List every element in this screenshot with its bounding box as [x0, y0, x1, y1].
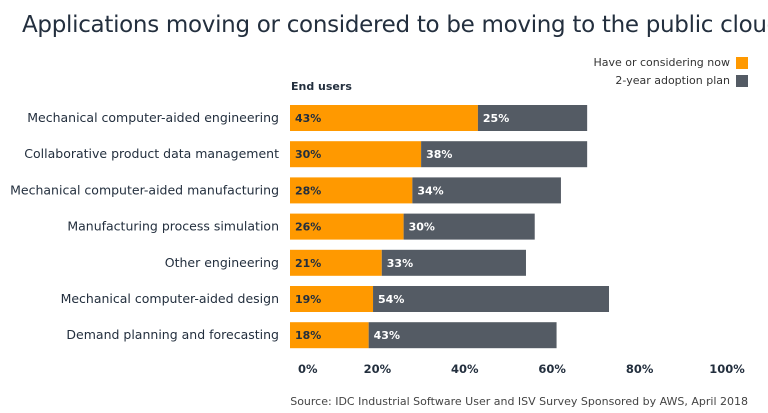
bar-segment — [290, 141, 422, 168]
data-label: 19% — [295, 293, 321, 306]
bar-segment — [290, 322, 369, 349]
x-tick-label: 80% — [626, 362, 654, 376]
category-label: Mechanical computer-aided design — [61, 291, 279, 306]
data-label: 54% — [378, 293, 404, 306]
data-label: 30% — [295, 148, 321, 161]
bar-segment — [290, 177, 413, 204]
data-label: 33% — [387, 257, 413, 270]
category-label: Mechanical computer-aided manufacturing — [10, 182, 279, 197]
data-label: 30% — [409, 221, 435, 234]
data-label: 26% — [295, 221, 321, 234]
bar-segment — [368, 322, 557, 349]
legend-label: Have or considering now — [593, 56, 730, 69]
x-tick-label: 40% — [451, 362, 479, 376]
bar-segment — [290, 213, 404, 240]
bar-segment — [381, 249, 526, 276]
x-tick-label: 60% — [538, 362, 566, 376]
source-note: Source: IDC Industrial Software User and… — [290, 395, 748, 408]
bar-segment — [412, 177, 561, 204]
bar-segment — [373, 286, 610, 312]
data-label: 18% — [295, 329, 321, 342]
category-label: Other engineering — [165, 255, 279, 270]
legend-swatch — [736, 74, 748, 87]
bar-segment — [421, 141, 588, 168]
legend-item-now: Have or considering now — [593, 56, 748, 69]
category-label: Collaborative product data management — [24, 146, 279, 161]
bar-segment — [290, 249, 382, 276]
data-label: 21% — [295, 257, 321, 270]
category-label: Manufacturing process simulation — [67, 219, 279, 234]
data-label: 28% — [295, 184, 321, 197]
bar-segment — [290, 286, 374, 312]
x-tick-label: 20% — [364, 362, 392, 376]
chart-title: Applications moving or considered to be … — [22, 12, 768, 38]
data-label: 43% — [374, 329, 400, 342]
x-tick-label: 0% — [298, 362, 318, 376]
data-label: 38% — [426, 148, 452, 161]
bar-segment — [477, 105, 588, 131]
category-label: Demand planning and forecasting — [66, 327, 279, 342]
x-tick-label: 100% — [709, 362, 745, 376]
category-label: Mechanical computer-aided engineering — [27, 110, 279, 125]
group-label: End users — [291, 80, 352, 93]
data-label: 43% — [295, 112, 321, 125]
data-label: 34% — [417, 184, 443, 197]
legend-label: 2-year adoption plan — [615, 74, 730, 87]
bar-segment — [403, 213, 535, 240]
legend-swatch — [736, 56, 748, 69]
bar-segment — [290, 105, 478, 131]
data-label: 25% — [483, 112, 509, 125]
legend-item-plan: 2-year adoption plan — [615, 74, 748, 87]
